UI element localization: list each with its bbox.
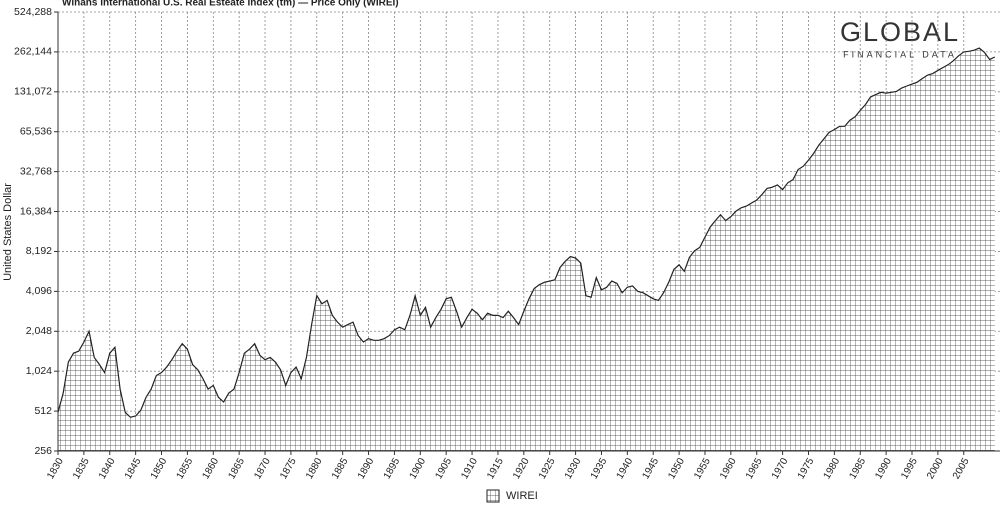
x-tick-label: 1885 [330, 456, 351, 481]
area-line [57, 47, 996, 418]
y-tick-label: 65,536 [20, 126, 52, 138]
y-tick-label: 1,024 [26, 365, 52, 377]
legend-label: WIREI [506, 490, 538, 502]
x-tick-label: 1880 [304, 456, 325, 481]
x-tick-label: 1965 [744, 456, 765, 481]
x-tick-label: 1930 [563, 456, 584, 481]
x-tick-label: 1855 [175, 456, 196, 481]
x-tick-label: 1840 [97, 456, 118, 481]
x-tick-label: 1835 [71, 456, 92, 481]
x-tick-label: 1860 [201, 456, 222, 481]
x-tick-label: 1970 [770, 456, 791, 481]
y-tick-label: 2,048 [26, 325, 52, 337]
x-tick-label: 1895 [382, 456, 403, 481]
x-tick-label: 1875 [278, 456, 299, 481]
x-tick-label: 1890 [356, 456, 377, 481]
x-tick-label: 1850 [149, 456, 170, 481]
x-tick-label: 1915 [485, 456, 506, 481]
legend-swatch [486, 489, 500, 503]
x-tick-label: 1830 [45, 456, 66, 481]
x-tick-label: 1945 [640, 456, 661, 481]
y-tick-label: 16,384 [20, 205, 52, 217]
area-fill [58, 48, 995, 452]
x-tick-label: 1845 [123, 456, 144, 481]
y-tick-label: 32,768 [20, 165, 52, 177]
x-tick-label: 1995 [899, 456, 920, 481]
x-tick-label: 1925 [537, 456, 558, 481]
x-tick-label: 1955 [692, 456, 713, 481]
x-tick-label: 1950 [666, 456, 687, 481]
x-tick-label: 2000 [925, 456, 946, 481]
x-tick-label: 1870 [252, 456, 273, 481]
y-axis-label: United States Dollar [2, 183, 14, 281]
logo-name: GLOBAL [840, 17, 960, 47]
x-tick-label: 1865 [226, 456, 247, 481]
chart-title: Winans International U.S. Real Esteate I… [62, 0, 399, 9]
x-tick-label: 1920 [511, 456, 532, 481]
x-tick-label: 1900 [408, 456, 429, 481]
x-tick-label: 1985 [847, 456, 868, 481]
x-tick-label: 1940 [615, 456, 636, 481]
x-tick-label: 1905 [433, 456, 454, 481]
logo-tagline: FINANCIAL DATA [843, 49, 957, 59]
x-tick-label: 1910 [459, 456, 480, 481]
x-tick-label: 1975 [796, 456, 817, 481]
x-tick-label: 1960 [718, 456, 739, 481]
y-tick-label: 256 [34, 445, 52, 457]
legend: WIREI [486, 489, 538, 503]
y-tick-label: 524,288 [14, 6, 52, 18]
y-tick-label: 4,096 [26, 285, 52, 297]
x-tick-label: 1990 [873, 456, 894, 481]
x-tick-label: 1935 [589, 456, 610, 481]
x-tick-label: 1980 [822, 456, 843, 481]
y-tick-label: 512 [34, 405, 52, 417]
y-tick-label: 131,072 [14, 86, 52, 98]
y-tick-label: 8,192 [26, 245, 52, 257]
y-tick-label: 262,144 [14, 46, 52, 58]
x-tick-label: 2005 [951, 456, 972, 481]
